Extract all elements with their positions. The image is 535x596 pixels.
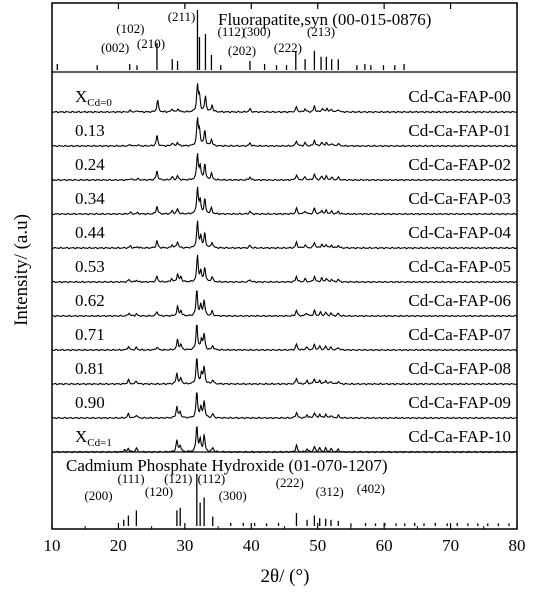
pattern-series: Cd-Ca-FAP-03 0.34 xyxy=(51,186,517,216)
pattern-line xyxy=(52,392,518,420)
x-tick-label: 40 xyxy=(243,536,260,555)
series-name-label: Cd-Ca-FAP-03 xyxy=(408,189,511,208)
pattern-line xyxy=(51,426,518,454)
series-name-label: Cd-Ca-FAP-06 xyxy=(408,291,511,310)
reference-top-hkl-label: (210) xyxy=(137,36,165,51)
pattern-series: Cd-Ca-FAP-02 0.24 xyxy=(51,153,518,182)
pattern-line xyxy=(51,358,518,386)
x-cd-label: 0.62 xyxy=(75,291,105,310)
pattern-series: Cd-Ca-FAP-01 0.13 xyxy=(51,117,518,148)
reference-bottom-hkl-label: (111) xyxy=(117,471,144,486)
x-cd-label: XCd=0 xyxy=(75,87,112,109)
pattern-series: Cd-Ca-FAP-10 XCd=1 xyxy=(51,426,518,454)
reference-top-name: Fluorapatite,syn (00-015-0876) xyxy=(218,10,431,29)
reference-bottom-hkl-label: (222) xyxy=(276,475,304,490)
pattern-series: Cd-Ca-FAP-06 0.62 xyxy=(51,290,518,318)
reference-top-hkl-label: (102) xyxy=(116,21,144,36)
x-cd-label: 0.24 xyxy=(75,155,105,174)
pattern-line xyxy=(51,117,518,148)
reference-top-hkl-label: (202) xyxy=(228,43,256,58)
x-cd-label: 0.90 xyxy=(75,393,105,412)
reference-top-hkl-label: (002) xyxy=(101,40,129,55)
reference-bottom-hkl-label: (300) xyxy=(219,488,247,503)
pattern-line xyxy=(51,83,518,114)
x-cd-label: 0.34 xyxy=(75,189,105,208)
reference-bottom-name: Cadmium Phosphate Hydroxide (01-070-1207… xyxy=(66,456,388,475)
series-name-label: Cd-Ca-FAP-09 xyxy=(408,393,511,412)
reference-top-hkl-label: (300) xyxy=(243,24,271,39)
reference-bottom-hkl-label: (121) xyxy=(164,471,192,486)
series-name-label: Cd-Ca-FAP-07 xyxy=(408,325,511,344)
x-cd-subscript: Cd=1 xyxy=(87,437,112,449)
pattern-series: Cd-Ca-FAP-04 0.44 xyxy=(51,220,517,250)
reference-bottom-panel: Cadmium Phosphate Hydroxide (01-070-1207… xyxy=(66,456,510,526)
x-cd-label: 0.71 xyxy=(75,325,105,344)
series-name-label: Cd-Ca-FAP-04 xyxy=(408,223,511,242)
pattern-series: Cd-Ca-FAP-00 XCd=0 xyxy=(51,83,518,114)
x-cd-label: 0.53 xyxy=(75,257,105,276)
reference-top-hkl-label: (112) xyxy=(218,24,246,39)
x-tick-label: 60 xyxy=(376,536,393,555)
reference-bottom-hkl-label: (200) xyxy=(84,488,112,503)
series-name-label: Cd-Ca-FAP-10 xyxy=(408,427,511,446)
series-name-label: Cd-Ca-FAP-05 xyxy=(408,257,511,276)
x-tick-label: 30 xyxy=(176,536,193,555)
reference-top-hkl-label: (222) xyxy=(274,40,302,55)
y-axis-title: Intensity/ (a.u) xyxy=(11,214,32,326)
series-layer: Cd-Ca-FAP-00XCd=0Cd-Ca-FAP-010.13Cd-Ca-F… xyxy=(51,83,518,454)
x-cd-label: XCd=1 xyxy=(75,427,112,449)
pattern-line xyxy=(51,220,517,250)
pattern-series: Cd-Ca-FAP-05 0.53 xyxy=(51,254,518,284)
reference-top-panel: Fluorapatite,syn (00-015-0876) (002) (102… xyxy=(56,9,431,70)
x-tick-label: 10 xyxy=(44,536,61,555)
series-name-label: Cd-Ca-FAP-01 xyxy=(408,121,511,140)
pattern-line xyxy=(51,254,518,284)
reference-bottom-hkl-label: (112) xyxy=(198,471,226,486)
x-cd-label: 0.44 xyxy=(75,223,105,242)
x-tick-label: 20 xyxy=(110,536,127,555)
reference-top-hkl-label: (211) xyxy=(168,9,196,24)
x-cd-subscript: Cd=0 xyxy=(87,97,112,109)
pattern-series: Cd-Ca-FAP-09 0.90 xyxy=(52,392,518,420)
pattern-line xyxy=(51,324,518,352)
reference-top-hkl-label: (213) xyxy=(307,24,335,39)
x-tick-label: 50 xyxy=(309,536,326,555)
pattern-line xyxy=(51,290,518,318)
reference-bottom-hkl-label: (312) xyxy=(316,484,344,499)
series-name-label: Cd-Ca-FAP-02 xyxy=(408,155,511,174)
pattern-series: Cd-Ca-FAP-07 0.71 xyxy=(51,324,518,352)
reference-bottom-hkl-label: (402) xyxy=(357,481,385,496)
reference-bottom-hkl-label: (120) xyxy=(145,484,173,499)
pattern-series: Cd-Ca-FAP-08 0.81 xyxy=(51,358,518,386)
pattern-line xyxy=(51,153,518,182)
x-cd-label: 0.13 xyxy=(75,121,105,140)
pattern-line xyxy=(51,186,517,216)
x-cd-label: 0.81 xyxy=(75,359,105,378)
series-name-label: Cd-Ca-FAP-00 xyxy=(408,87,511,106)
x-tick-label: 70 xyxy=(442,536,459,555)
x-axis: 10 20 30 40 50 60 70 80 xyxy=(44,3,526,555)
x-axis-title: 2θ/ (°) xyxy=(261,566,310,587)
series-name-label: Cd-Ca-FAP-08 xyxy=(408,359,511,378)
x-tick-label: 80 xyxy=(509,536,526,555)
